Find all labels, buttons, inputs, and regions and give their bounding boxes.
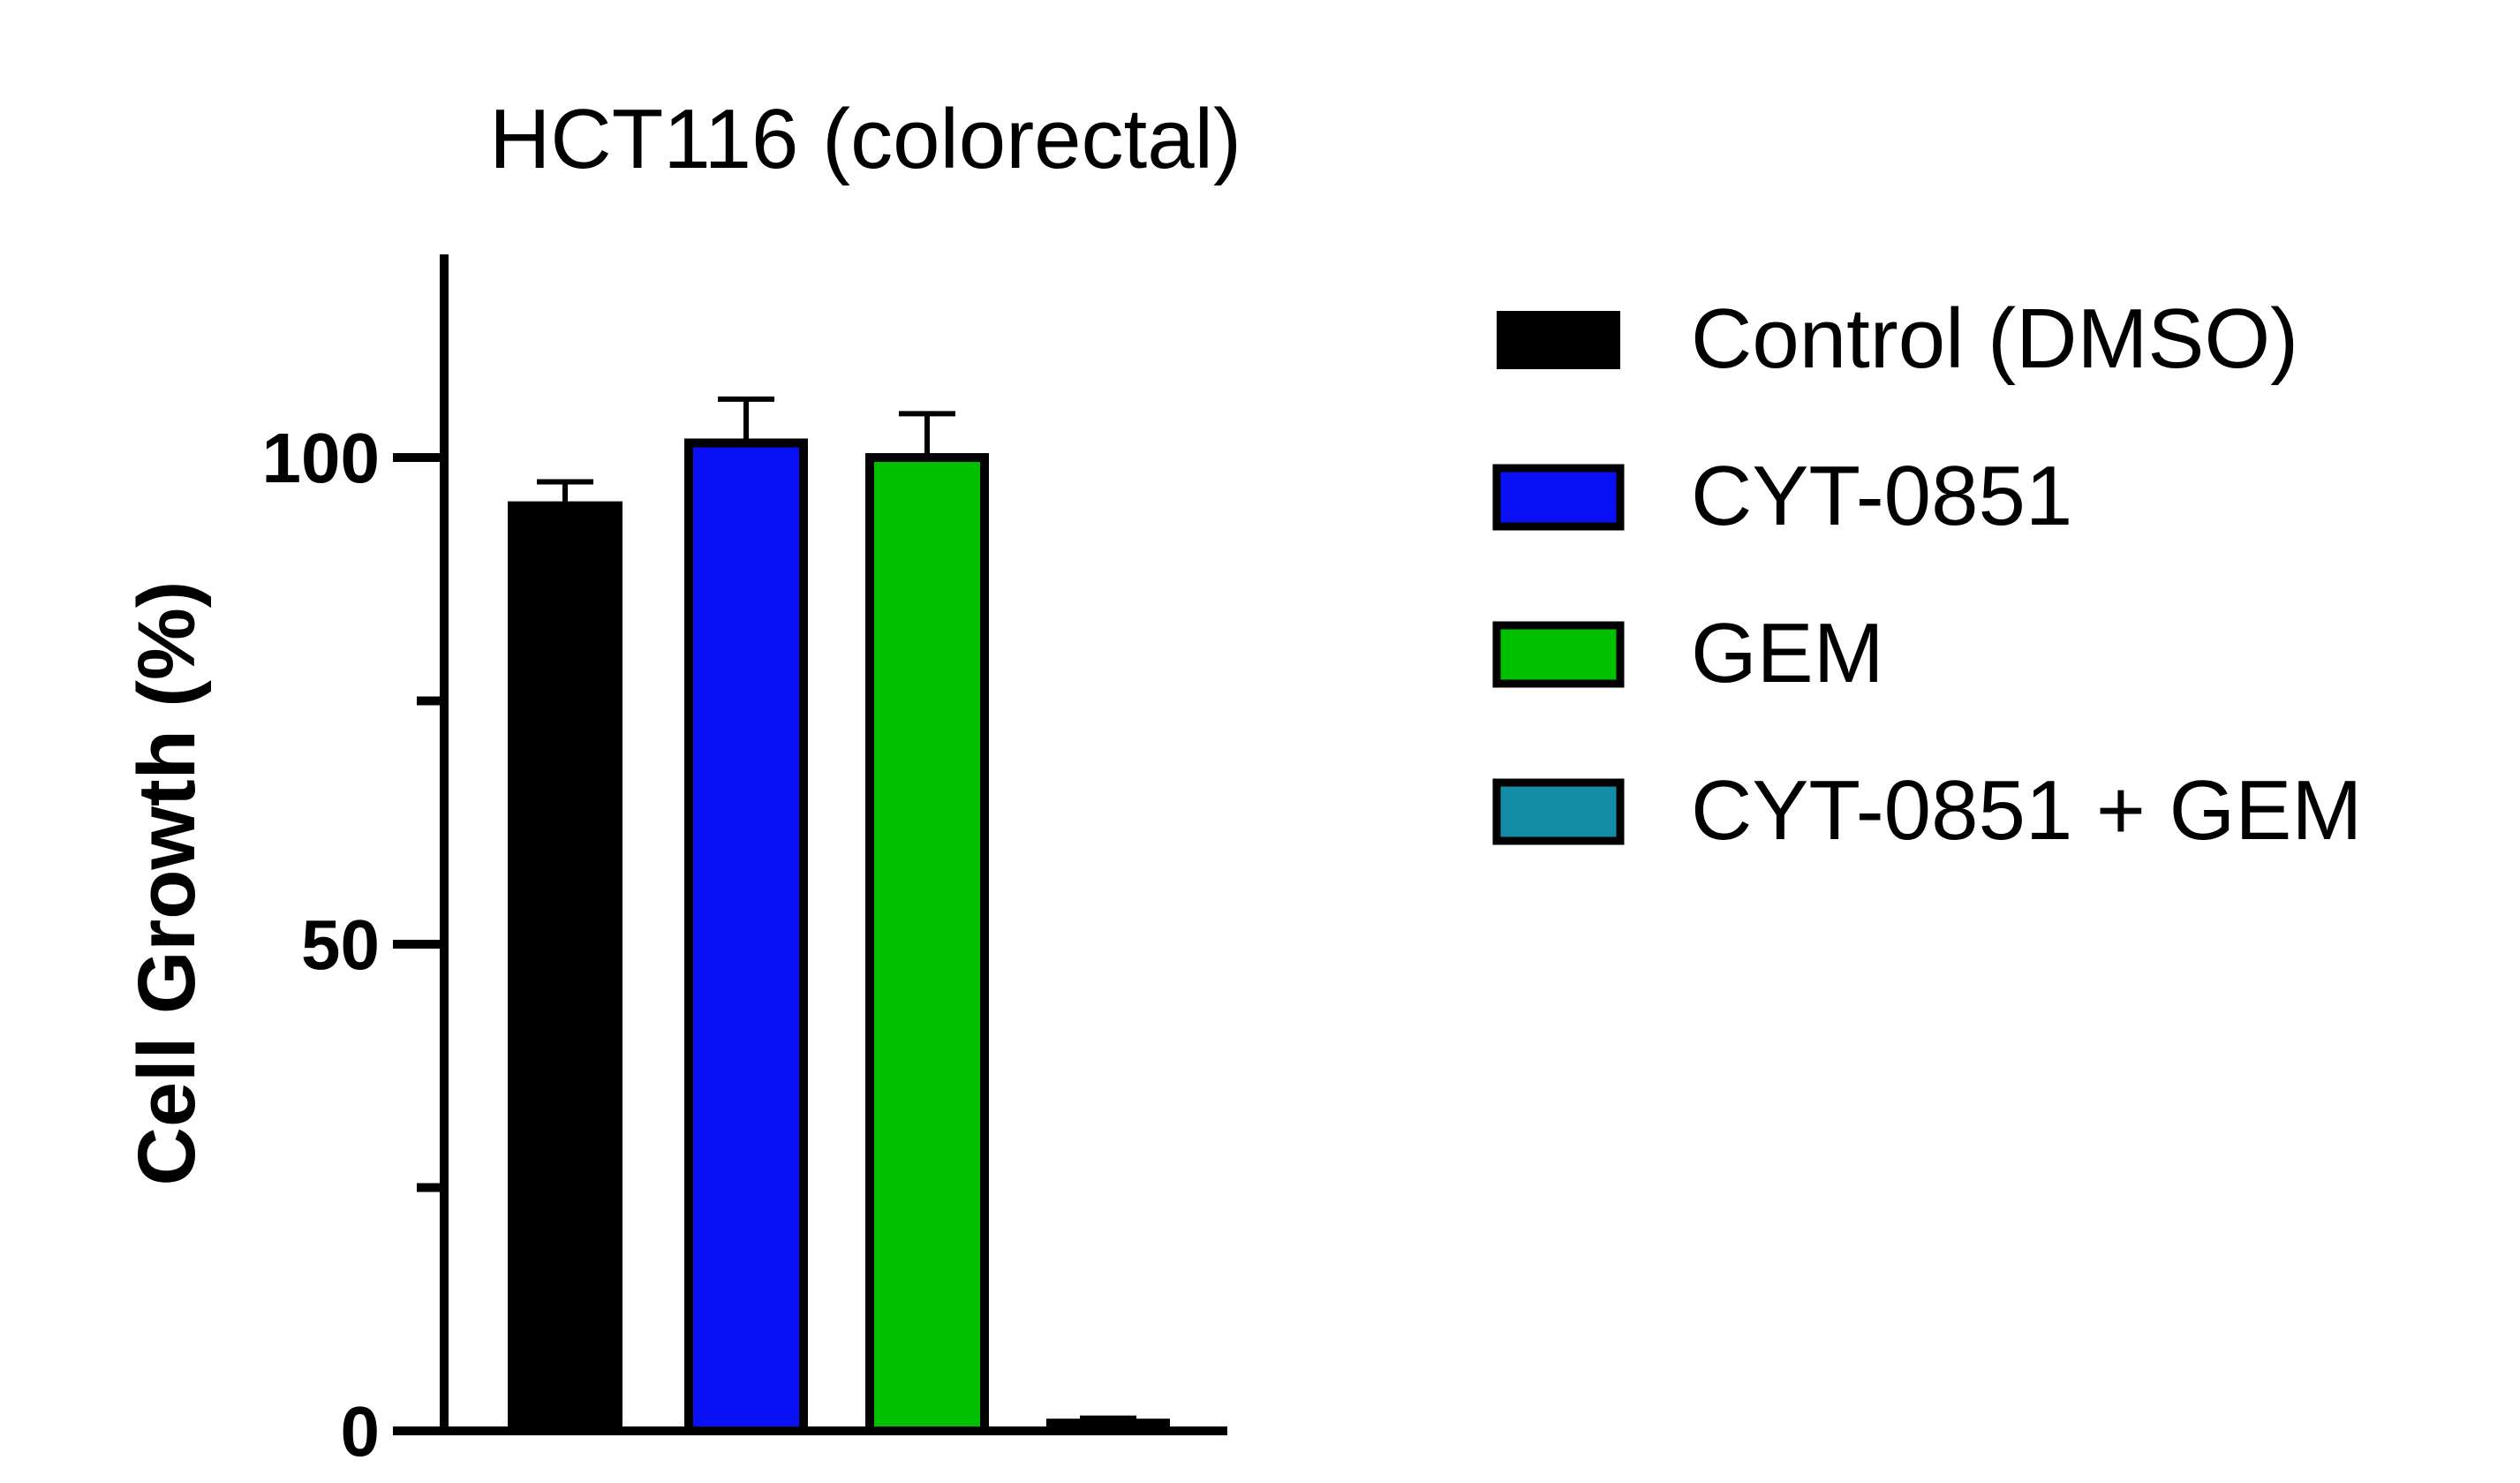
legend-label: CYT-0851 + GEM xyxy=(1691,763,2362,858)
bar-cyt-0851 xyxy=(684,438,808,1436)
bars-group xyxy=(508,438,1170,1436)
y-axis-label: Cell Growth (%) xyxy=(122,581,212,1186)
chart-title: HCT116 (colorectal) xyxy=(489,92,1241,186)
y-tick-label: 50 xyxy=(301,905,380,984)
legend: Control (DMSO) CYT-0851 GEM CYT-0851 + GEM xyxy=(1492,291,2362,858)
error-bars-group xyxy=(537,396,1136,1424)
legend-swatch xyxy=(1497,311,1620,369)
legend-label: GEM xyxy=(1691,606,1884,700)
y-tick-label: 0 xyxy=(341,1392,381,1471)
legend-label: CYT-0851 xyxy=(1691,449,2072,543)
legend-swatch xyxy=(1492,464,1625,531)
legend-swatch xyxy=(1492,621,1625,688)
bar-control-dmso xyxy=(508,501,622,1431)
bar-gem xyxy=(865,453,989,1435)
y-tick-label: 100 xyxy=(262,419,380,497)
y-axis-ticks: 0 50 100 xyxy=(262,419,444,1471)
legend-swatch xyxy=(1492,778,1625,845)
legend-label: Control (DMSO) xyxy=(1691,291,2298,386)
